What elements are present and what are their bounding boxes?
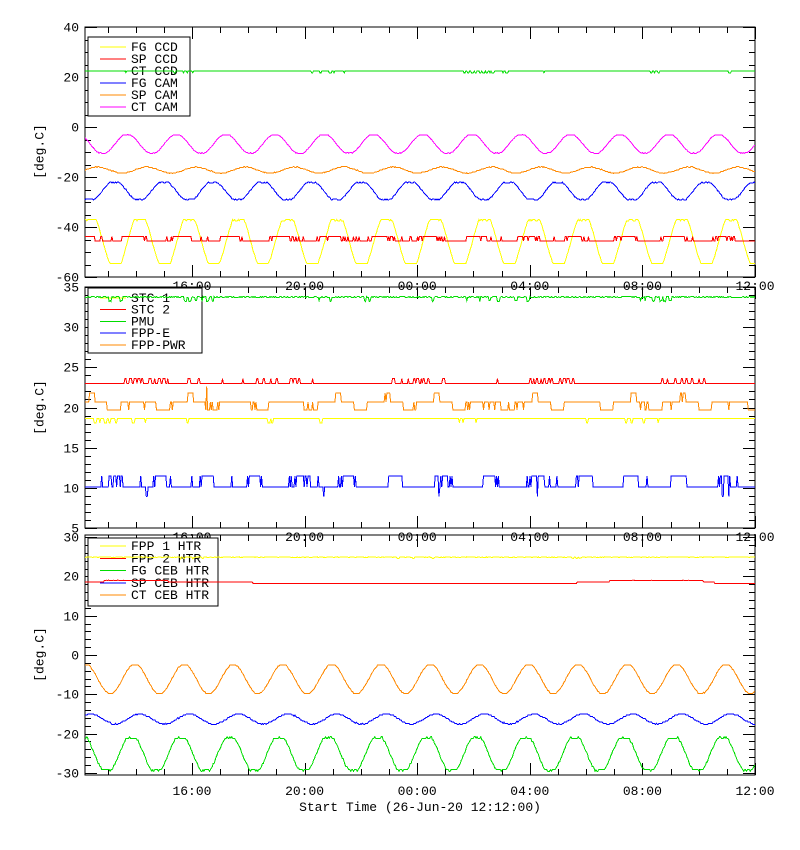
series-fg-ccd-line [85, 218, 755, 264]
legend-label-fpp-2-htr: FPP 2 HTR [131, 551, 201, 566]
series-fg-ceb-htr-line [85, 735, 756, 773]
series-sp-cam-line [84, 166, 755, 175]
x-tick-label: 20:00 [285, 530, 324, 545]
legend-label-fpp-1-htr: FPP 1 HTR [131, 539, 201, 554]
y-tick-label: 15 [63, 442, 79, 457]
y-tick-label: -10 [56, 688, 79, 703]
legend-box [87, 36, 191, 117]
legend-label-stc-1: STC 1 [131, 291, 170, 306]
y-tick-label: 40 [63, 21, 79, 36]
legend-label-pmu: PMU [131, 314, 154, 329]
series-ct-ccd-line [85, 69, 755, 74]
legend-label-ct-cam: CT CAM [131, 100, 178, 115]
series-ct-cam-line [84, 133, 756, 155]
legend-box [87, 537, 219, 607]
y-tick-label: 0 [71, 121, 79, 136]
legend-label-sp-ccd: SP CCD [131, 52, 178, 67]
xaxis-title: Start Time (26-Jun-20 12:12:00) [299, 800, 541, 815]
y-tick-label: 30 [63, 531, 79, 546]
series-sp-ccd-line [85, 236, 755, 242]
y-tick-label: 5 [71, 522, 79, 537]
series-fpp-2-htr-line [85, 579, 755, 585]
legend-label-stc-2: STC 2 [131, 303, 170, 318]
x-tick-label: 00:00 [398, 784, 437, 799]
legend-label-sp-ceb-htr: SP CEB HTR [131, 576, 209, 591]
x-tick-label: 12:00 [735, 784, 774, 799]
x-tick-label: 16:00 [172, 784, 211, 799]
series-pmu-line [85, 295, 756, 303]
series-fpp-pwr-line [85, 386, 755, 411]
legend-box [87, 287, 203, 354]
series-fpp-1-htr-line [84, 556, 755, 560]
legend-label-fg-ceb-htr: FG CEB HTR [131, 564, 209, 579]
y-tick-label: 25 [63, 361, 79, 376]
y-tick-label: -20 [56, 728, 79, 743]
y-tick-label: 30 [63, 321, 79, 336]
x-tick-label: 08:00 [623, 784, 662, 799]
y-tick-label: 0 [71, 649, 79, 664]
series-fg-cam-line [84, 181, 756, 201]
y-tick-label: 20 [63, 71, 79, 86]
x-tick-label: 04:00 [510, 530, 549, 545]
legend-label-fg-ccd: FG CCD [131, 40, 178, 55]
y-tick-label: 10 [63, 610, 79, 625]
y-tick-label: 20 [63, 570, 79, 585]
y-tick-label: -30 [56, 767, 79, 782]
series-stc-2-line [85, 378, 755, 384]
panel-2-yaxis-title: [deg.C] [32, 380, 48, 435]
series-fpp-e-line [85, 475, 755, 498]
panel-1-yaxis-title: [deg.C] [32, 124, 48, 179]
y-tick-label: 10 [63, 482, 79, 497]
legend-label-fg-cam: FG CAM [131, 76, 178, 91]
y-tick-label: 35 [63, 281, 79, 296]
legend-label-sp-cam: SP CAM [131, 88, 178, 103]
panel-3-yaxis-title: [deg.C] [32, 627, 48, 682]
legend-label-ct-ceb-htr: CT CEB HTR [131, 588, 209, 603]
legend-label-fpp-e: FPP-E [131, 326, 170, 341]
y-tick-label: 20 [63, 402, 79, 417]
y-tick-label: -60 [56, 271, 79, 286]
x-tick-label: 04:00 [510, 784, 549, 799]
y-tick-label: -20 [56, 171, 79, 186]
y-tick-label: -40 [56, 221, 79, 236]
series-ct-ceb-htr-line [85, 664, 756, 695]
series-stc-1-line [85, 418, 755, 424]
panel-2-frame [84, 286, 756, 529]
series-sp-ceb-htr-line [85, 713, 755, 726]
x-tick-label: 20:00 [285, 784, 324, 799]
legend-label-fpp-pwr: FPP-PWR [131, 338, 186, 353]
